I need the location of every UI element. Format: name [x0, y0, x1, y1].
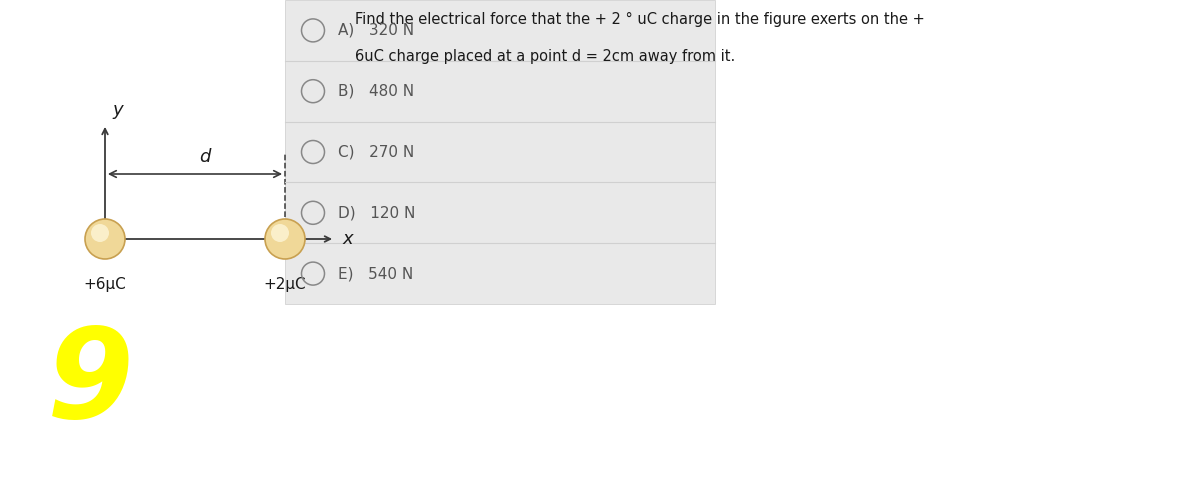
Circle shape: [271, 224, 289, 242]
Circle shape: [265, 219, 305, 259]
Circle shape: [85, 219, 125, 259]
Text: B)   480 N: B) 480 N: [338, 83, 414, 99]
Bar: [286, 0, 715, 304]
Circle shape: [91, 224, 109, 242]
Text: A)   320 N: A) 320 N: [338, 23, 414, 38]
Text: 9: 9: [47, 324, 133, 445]
Text: Find the electrical force that the + 2 ° uC charge in the figure exerts on the +: Find the electrical force that the + 2 °…: [355, 12, 925, 27]
Text: D)   120 N: D) 120 N: [338, 206, 415, 220]
Text: x: x: [342, 230, 353, 248]
Text: y: y: [112, 101, 122, 119]
Text: E)   540 N: E) 540 N: [338, 266, 413, 281]
Text: d: d: [199, 148, 211, 166]
Text: C)   270 N: C) 270 N: [338, 145, 414, 160]
Text: 6uC charge placed at a point d = 2cm away from it.: 6uC charge placed at a point d = 2cm awa…: [355, 49, 736, 64]
Text: +2μC: +2μC: [264, 277, 306, 292]
Text: +6μC: +6μC: [84, 277, 126, 292]
